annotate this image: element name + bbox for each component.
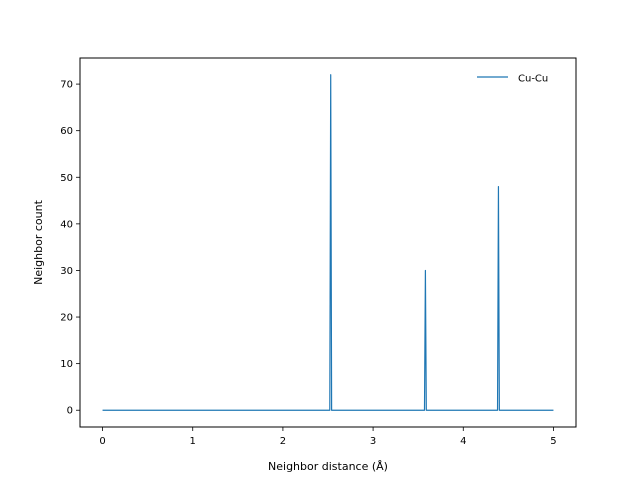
x-tick-label: 4: [460, 436, 466, 447]
series-line-cu-cu: [102, 74, 554, 411]
y-tick-label: 50: [60, 173, 73, 184]
x-axis-label: Neighbor distance (Å): [268, 460, 388, 473]
legend-label-cu-cu: Cu-Cu: [518, 74, 548, 85]
x-tick-label: 3: [370, 436, 376, 447]
y-tick-label: 70: [60, 80, 73, 91]
x-tick-label: 2: [280, 436, 286, 447]
y-tick-label: 60: [60, 126, 73, 137]
y-axis-label: Neighbor count: [32, 199, 45, 284]
x-tick-label: 0: [99, 436, 105, 447]
y-axis: 0 10 20 30 40 50 60 70: [60, 80, 80, 417]
x-axis: 0 1 2 3 4 5: [99, 427, 557, 447]
plot-frame: [79, 57, 577, 428]
y-tick-label: 20: [60, 313, 73, 324]
y-tick-label: 10: [60, 359, 73, 370]
x-tick-label: 1: [190, 436, 196, 447]
legend: Cu-Cu: [477, 74, 548, 85]
y-tick-label: 40: [60, 219, 73, 230]
x-tick-label: 5: [550, 436, 556, 447]
y-tick-label: 30: [60, 266, 73, 277]
series-layer: [102, 74, 554, 411]
y-tick-label: 0: [67, 406, 73, 417]
